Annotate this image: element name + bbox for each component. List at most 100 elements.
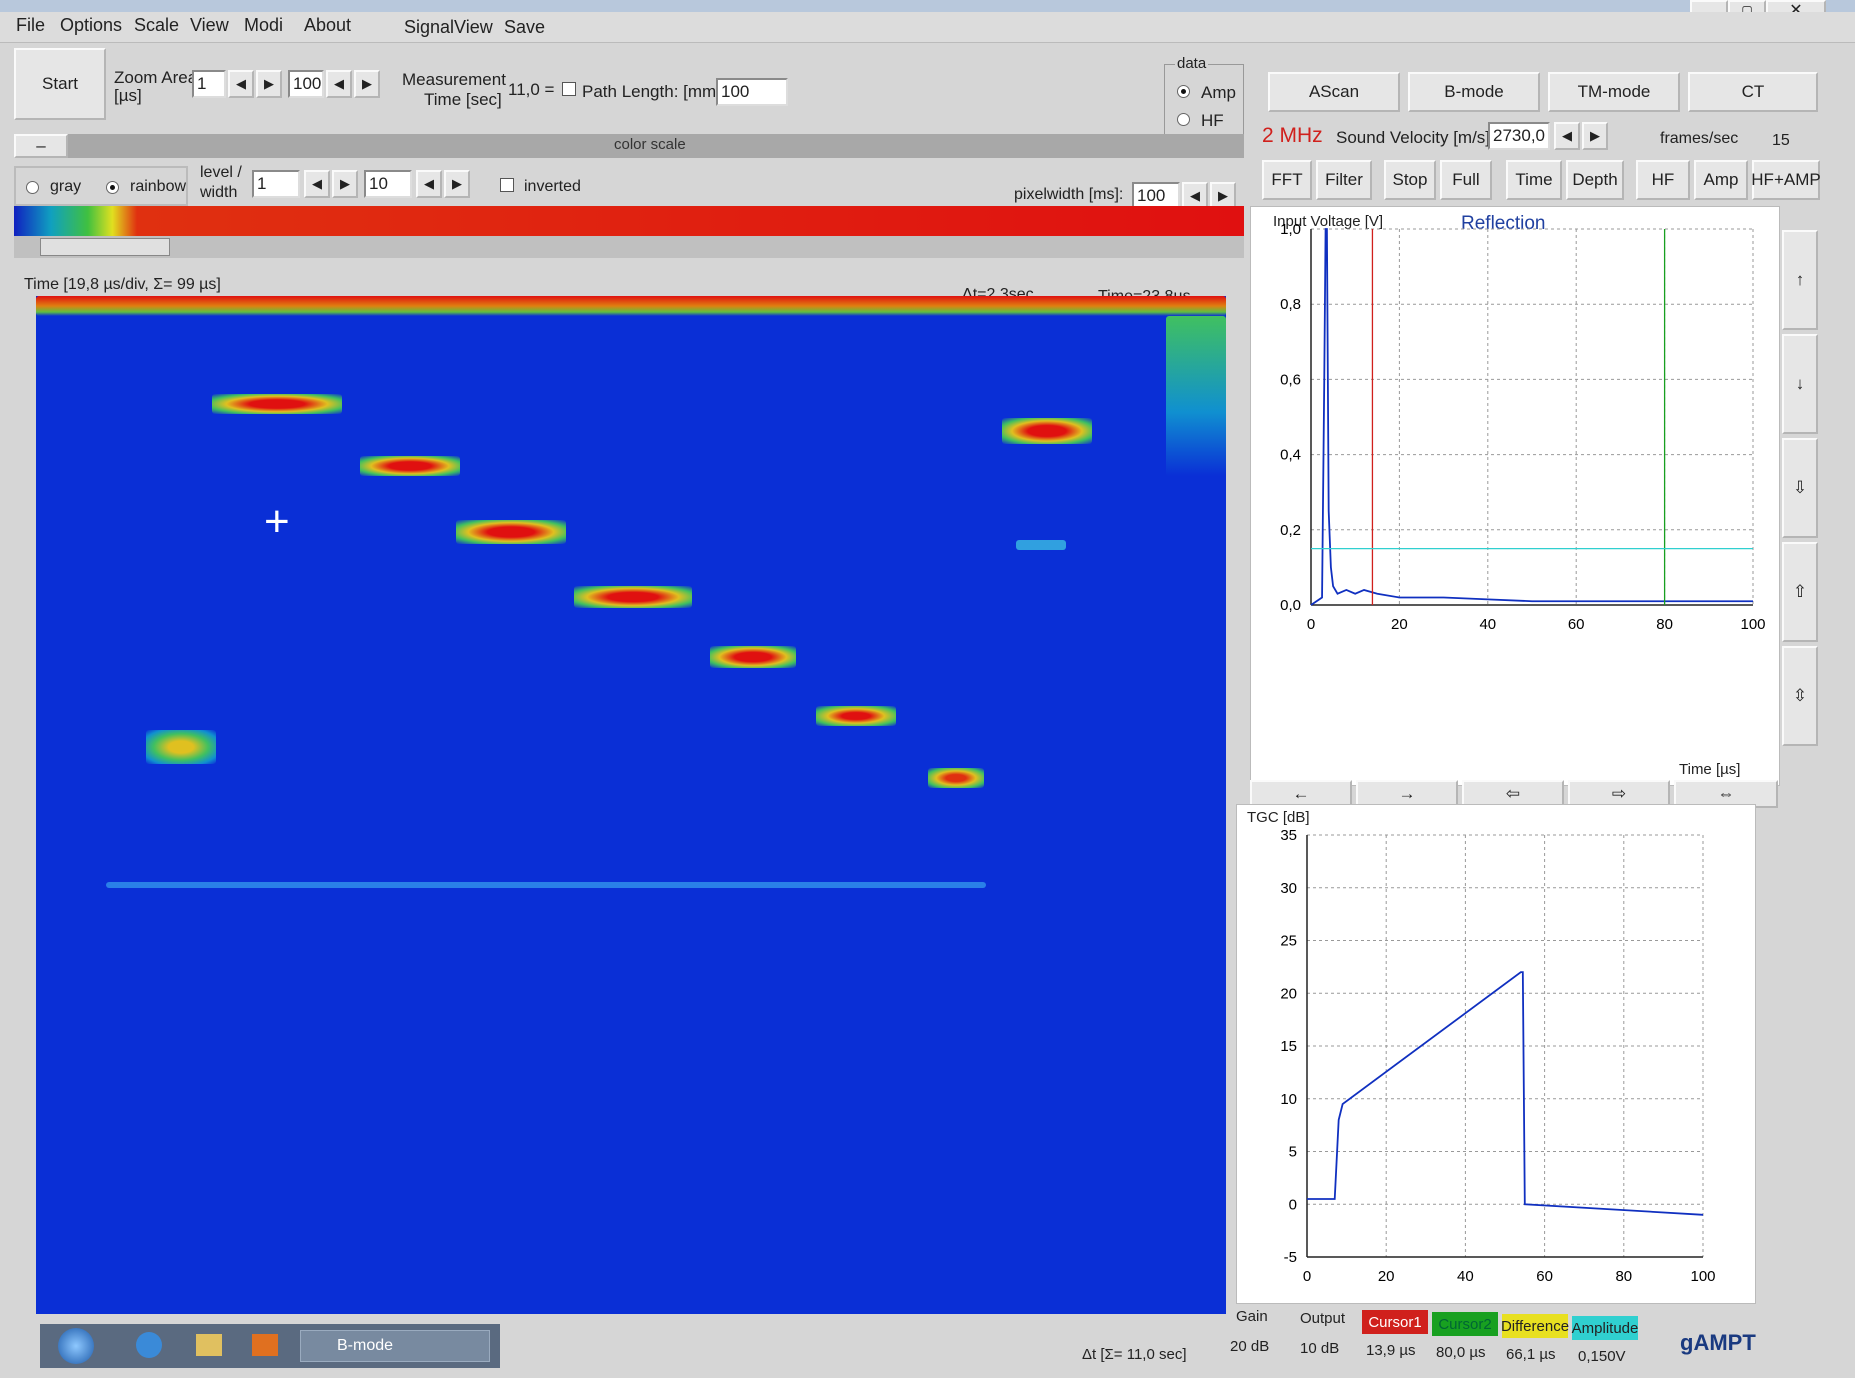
scroll-up-hollow-arrow-icon[interactable]: ⇧ — [1782, 542, 1818, 642]
level-label: level / — [200, 164, 242, 181]
echo-blob-5 — [710, 646, 796, 668]
ascan-panel: Input Voltage [V] Reflection Time [µs] 0… — [1250, 206, 1780, 786]
sound-velocity-inc[interactable]: ▶ — [1582, 122, 1608, 150]
folder-icon[interactable] — [196, 1334, 222, 1356]
zoom-to-inc[interactable]: ▶ — [354, 70, 380, 98]
scroll-down-arrow-icon[interactable]: ↓ — [1782, 334, 1818, 434]
width-input[interactable]: 10 — [364, 170, 412, 198]
tgc-ytick-8: 35 — [1280, 827, 1297, 844]
zoom-from-dec[interactable]: ◀ — [228, 70, 254, 98]
menu-modi[interactable]: Modi — [244, 15, 284, 35]
echo-blob-7 — [928, 768, 984, 788]
ascan-chart[interactable]: 0 20 40 60 80 100 0,0 0,2 0,4 0,6 0,8 1,0 — [1251, 207, 1781, 787]
sound-velocity-label: Sound Velocity [m/s] — [1336, 128, 1491, 147]
scroll-down-hollow-arrow-icon[interactable]: ⇩ — [1782, 438, 1818, 538]
pixelwidth-inc[interactable]: ▶ — [1210, 182, 1236, 210]
depth-button[interactable]: Depth — [1566, 160, 1624, 200]
frequency-label: 2 MHz — [1262, 124, 1323, 147]
zoom-area-unit: [µs] — [114, 86, 142, 105]
path-length-input[interactable]: 100 — [716, 78, 788, 106]
ascan-xtick-3: 60 — [1568, 616, 1585, 633]
bmode-footer: Δt [Σ= 11,0 sec] — [1082, 1346, 1187, 1363]
radio-gray[interactable] — [26, 181, 39, 194]
mode-ascan-button[interactable]: AScan — [1268, 72, 1400, 112]
radio-rainbow[interactable] — [106, 181, 119, 194]
data-group: data Amp HF — [1164, 55, 1244, 140]
colorbar-slider-track[interactable] — [14, 236, 1244, 258]
tgc-xtick-0: 0 — [1303, 1268, 1311, 1285]
full-button[interactable]: Full — [1440, 160, 1492, 200]
radio-amp[interactable] — [1177, 85, 1190, 98]
hf-amp-button[interactable]: HF+AMP — [1751, 160, 1821, 200]
nav-right-hollow-arrow-icon[interactable]: ⇨ — [1568, 780, 1670, 808]
width-inc[interactable]: ▶ — [444, 170, 470, 198]
menu-about[interactable]: About — [304, 15, 352, 35]
level-input[interactable]: 1 — [252, 170, 300, 198]
mode-ct-button[interactable]: CT — [1688, 72, 1818, 112]
time-button[interactable]: Time — [1506, 160, 1562, 200]
colorscale-collapse-button[interactable]: – — [14, 134, 68, 158]
sound-velocity-input[interactable]: 2730,0 — [1488, 122, 1550, 150]
pixelwidth-input[interactable]: 100 — [1132, 182, 1180, 210]
ascan-xtick-0: 0 — [1307, 616, 1315, 633]
path-length-checkbox[interactable] — [562, 82, 576, 96]
menu-signalview[interactable]: SignalView — [404, 17, 493, 37]
pixelwidth-label: pixelwidth [ms]: — [1014, 186, 1124, 203]
width-dec[interactable]: ◀ — [416, 170, 442, 198]
menu-scale[interactable]: Scale — [134, 15, 180, 35]
width-label: width — [200, 184, 238, 201]
zoom-from-input[interactable]: 1 — [192, 70, 226, 98]
ascan-xtick-1: 20 — [1391, 616, 1408, 633]
title-bar — [0, 0, 1855, 12]
echo-blob-9 — [146, 730, 216, 764]
amp-button[interactable]: Amp — [1694, 160, 1748, 200]
measurement-label-2: Time [sec] — [424, 90, 502, 109]
echo-blob-8 — [1002, 418, 1092, 444]
mode-tmmode-button[interactable]: TM-mode — [1548, 72, 1680, 112]
amplitude-value: 0,150V — [1578, 1348, 1626, 1365]
radio-hf[interactable] — [1177, 113, 1190, 126]
colorbar-slider-thumb[interactable] — [40, 238, 170, 256]
radio-rainbow-label: rainbow — [130, 178, 187, 195]
tgc-chart[interactable]: 0 20 40 60 80 100 -5 0 5 10 15 20 25 30 35 — [1237, 805, 1757, 1305]
menu-file[interactable]: File — [16, 15, 46, 35]
tgc-ytick-7: 30 — [1280, 880, 1297, 897]
sound-velocity-dec[interactable]: ◀ — [1554, 122, 1580, 150]
tgc-ytick-5: 20 — [1280, 985, 1297, 1002]
nav-left-arrow-icon[interactable]: ← — [1250, 780, 1352, 808]
zoom-to-input[interactable]: 100 — [288, 70, 324, 98]
tgc-xtick-1: 20 — [1378, 1268, 1395, 1285]
ascan-series-0 — [1310, 228, 1753, 606]
scroll-updown-arrow-icon[interactable]: ⇳ — [1782, 646, 1818, 746]
ie-icon[interactable] — [136, 1332, 162, 1358]
menu-options[interactable]: Options — [60, 15, 123, 35]
taskbar-app-bmode[interactable]: B-mode — [300, 1330, 490, 1362]
start-button[interactable]: Start — [14, 48, 106, 120]
start-orb-icon[interactable] — [58, 1328, 94, 1364]
level-dec[interactable]: ◀ — [304, 170, 330, 198]
menu-view[interactable]: View — [190, 15, 229, 35]
bmode-heatmap[interactable]: + — [36, 296, 1226, 1314]
bmode-time-info: Time [19,8 µs/div, Σ= 99 µs] — [24, 276, 221, 293]
filter-button[interactable]: Filter — [1316, 160, 1372, 200]
inverted-checkbox[interactable] — [500, 178, 514, 192]
media-icon[interactable] — [252, 1334, 278, 1356]
zoom-from-inc[interactable]: ▶ — [256, 70, 282, 98]
zoom-to-dec[interactable]: ◀ — [326, 70, 352, 98]
brand-logo: gAMPT — [1680, 1330, 1756, 1355]
scroll-up-arrow-icon[interactable]: ↑ — [1782, 230, 1818, 330]
ascan-side-scroll: ↑ ↓ ⇩ ⇧ ⇳ — [1782, 230, 1822, 770]
echo-blob-2 — [360, 456, 460, 476]
echo-blob-6 — [816, 706, 896, 726]
tgc-ytick-3: 10 — [1280, 1091, 1297, 1108]
gain-label: Gain — [1236, 1308, 1268, 1325]
fft-button[interactable]: FFT — [1262, 160, 1312, 200]
tgc-ytick-4: 15 — [1280, 1038, 1297, 1055]
stop-button[interactable]: Stop — [1384, 160, 1436, 200]
mode-bmode-button[interactable]: B-mode — [1408, 72, 1540, 112]
hf-button[interactable]: HF — [1636, 160, 1690, 200]
data-group-title: data — [1175, 55, 1209, 72]
menu-save[interactable]: Save — [504, 17, 546, 37]
taskbar: B-mode — [40, 1324, 500, 1368]
level-inc[interactable]: ▶ — [332, 170, 358, 198]
